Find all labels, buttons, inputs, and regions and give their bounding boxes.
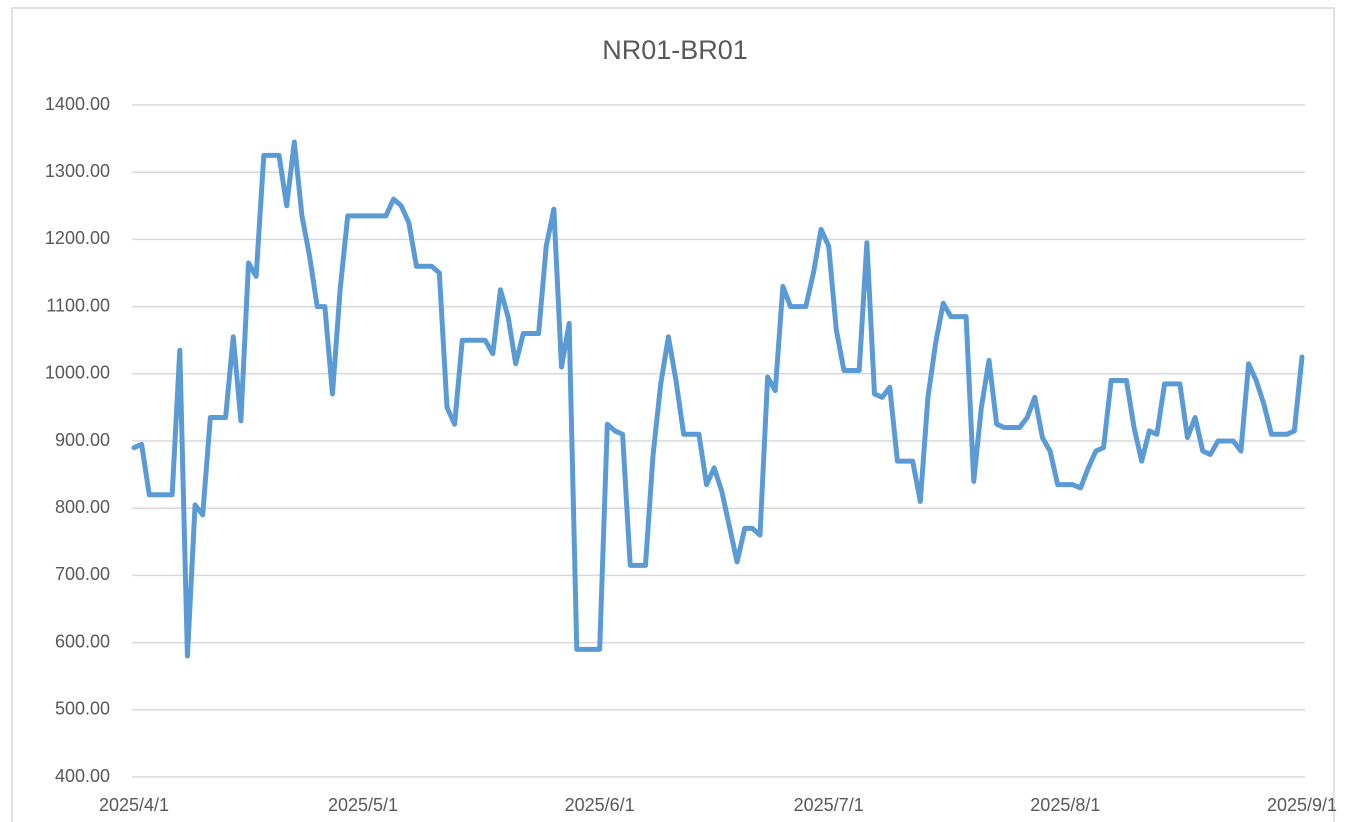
x-tick-label: 2025/8/1 <box>1030 795 1100 815</box>
chart-frame <box>11 7 1335 822</box>
y-tick-label: 1100.00 <box>46 295 110 315</box>
x-tick-label: 2025/9/1 <box>1267 795 1337 815</box>
y-tick-label: 900.00 <box>55 430 110 450</box>
y-tick-label: 800.00 <box>55 497 110 517</box>
y-tick-label: 1400.00 <box>45 94 110 114</box>
chart-title: NR01-BR01 <box>602 35 748 65</box>
y-tick-label: 500.00 <box>55 699 110 719</box>
y-tick-label: 1300.00 <box>45 161 110 181</box>
y-tick-label: 400.00 <box>55 766 110 786</box>
y-tick-label: 1200.00 <box>45 228 110 248</box>
x-tick-label: 2025/6/1 <box>565 795 635 815</box>
y-tick-label: 600.00 <box>55 631 110 651</box>
x-tick-label: 2025/4/1 <box>99 795 169 815</box>
y-tick-label: 700.00 <box>55 564 110 584</box>
y-tick-label: 1000.00 <box>45 363 110 383</box>
x-tick-label: 2025/5/1 <box>328 795 398 815</box>
x-tick-label: 2025/7/1 <box>794 795 864 815</box>
data-line <box>131 139 1305 659</box>
